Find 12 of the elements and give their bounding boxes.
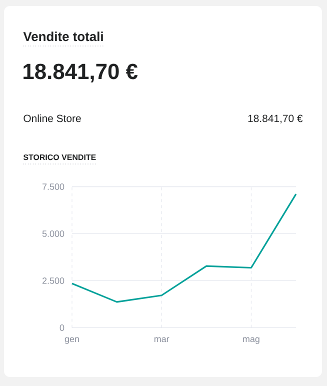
text: Online Store [24, 114, 81, 122]
line-series [71, 193, 297, 303]
text: 18.841,70 € [24, 64, 138, 82]
x-tick-label: gen [64, 337, 79, 344]
y-tick-label: 7.500 [42, 184, 64, 190]
text: 18.841,70 € [248, 114, 303, 124]
x-tick-label: mag [243, 337, 260, 344]
x-tick-label: mar [154, 337, 170, 342]
y-tick-label: 0 [60, 324, 64, 331]
chart-title: Vendite totali [23, 32, 103, 42]
y-tick-label: 2.500 [42, 278, 64, 284]
y-tick-label: 5.000 [42, 230, 64, 237]
